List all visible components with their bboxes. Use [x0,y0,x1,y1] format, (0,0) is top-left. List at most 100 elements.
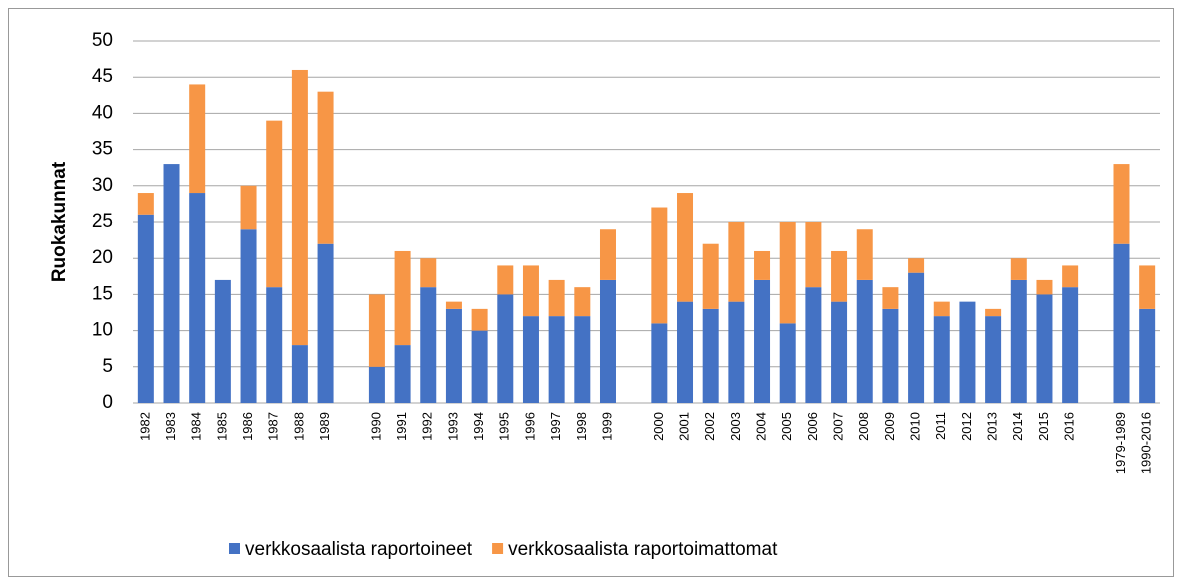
x-tick-label: 1986 [240,412,255,441]
bar-segment [445,308,462,403]
bar-segment [1010,258,1027,280]
bar-segment [548,279,565,317]
y-tick-label: 10 [92,320,113,341]
x-tick-label: 1990 [368,412,383,441]
legend-label: verkkosaalista raportoimattomat [508,539,778,560]
bar-segment [189,193,206,403]
y-tick-label: 40 [92,102,113,123]
bar-segment [959,301,976,403]
x-tick-label: 1994 [471,412,486,441]
bar-segment [266,120,283,288]
bar-segment [522,265,539,317]
bar-segment [291,345,308,403]
bar-segment [985,316,1002,403]
y-tick-label: 30 [92,175,113,196]
bar-segment [933,316,950,403]
bar-segment [471,308,488,331]
bar-segment [189,84,206,194]
bar-segment [471,330,488,403]
bar-segment [985,308,1002,317]
bar-segment [317,243,334,403]
bar-segment [1036,279,1053,295]
x-tick-label: 1992 [420,412,435,441]
bar-segment [137,214,154,403]
x-tick-label: 1982 [137,412,152,441]
x-tick-label: 2003 [728,412,743,441]
x-tick-label: 2014 [1010,412,1025,441]
bar-segment [856,229,873,280]
bar-segment [1139,265,1156,309]
y-tick-label: 45 [92,66,113,87]
x-tick-label: 1997 [548,412,563,441]
x-tick-label: 1984 [189,412,204,441]
bar-segment [214,279,231,403]
bar-segment [394,345,411,403]
bar-segment [677,301,694,403]
bar-segment [933,301,950,317]
x-tick-label: 1996 [522,412,537,441]
bar-segment [394,250,411,346]
bar-segment [651,323,668,403]
bar-segment [728,301,745,403]
bar-segment [728,222,745,302]
bar-segment [266,287,283,403]
x-tick-label: 2009 [882,412,897,441]
x-tick-label: 1999 [599,412,614,441]
bar-segment [548,316,565,403]
bar-segment [240,185,257,230]
legend-label: verkkosaalista raportoineet [245,539,473,560]
bar-segment [882,287,899,309]
bar-segment [368,294,385,367]
bar-segment [831,301,848,403]
x-tick-label: 1993 [445,412,460,441]
x-tick-label: 2000 [651,412,666,441]
legend-swatch [492,543,504,554]
bar-segment [1062,287,1079,403]
x-tick-label: 2012 [959,412,974,441]
y-tick-label: 50 [92,30,113,51]
bar-segment [1062,265,1079,288]
x-tick-label: 1985 [214,412,229,441]
bar-segment [368,366,385,403]
bar-segment [754,279,771,403]
bar-segment [779,222,796,324]
bar-segment [574,287,591,317]
y-tick-label: 25 [92,211,113,232]
chart-border [8,8,1174,577]
bar-segment [1113,164,1130,244]
bar-segment [420,287,437,403]
bar-segment [137,193,154,215]
x-tick-label: 1989 [317,412,332,441]
x-tick-label: 2008 [856,412,871,441]
bar-segment [420,258,437,288]
bar-segment [908,272,925,403]
bar-segment [882,308,899,403]
bar-segment [805,222,822,288]
bar-segment [1010,279,1027,403]
x-tick-label: 1998 [574,412,589,441]
bar-segment [1139,308,1156,403]
bar-segment [651,207,668,324]
y-axis-label: Ruokakunnat [49,161,70,282]
x-tick-label: 2006 [805,412,820,441]
bar-segment [779,323,796,403]
bar-segment [677,193,694,302]
y-tick-label: 15 [92,283,113,304]
x-tick-label: 2015 [1036,412,1051,441]
bar-segment [702,308,719,403]
bar-segment [522,316,539,403]
y-tick-label: 35 [92,139,113,160]
y-tick-label: 5 [102,356,113,377]
bar-segment [599,279,616,403]
x-tick-label: 1983 [163,412,178,441]
bar-segment [240,229,257,403]
bar-segment [317,91,334,244]
bar-segment [291,69,308,346]
x-tick-label: 1979-1989 [1113,412,1128,474]
x-tick-label: 1988 [291,412,306,441]
y-tick-label: 20 [92,247,113,268]
x-tick-label: 2001 [676,412,691,441]
x-tick-label: 2010 [908,412,923,441]
bar-segment [163,164,180,403]
